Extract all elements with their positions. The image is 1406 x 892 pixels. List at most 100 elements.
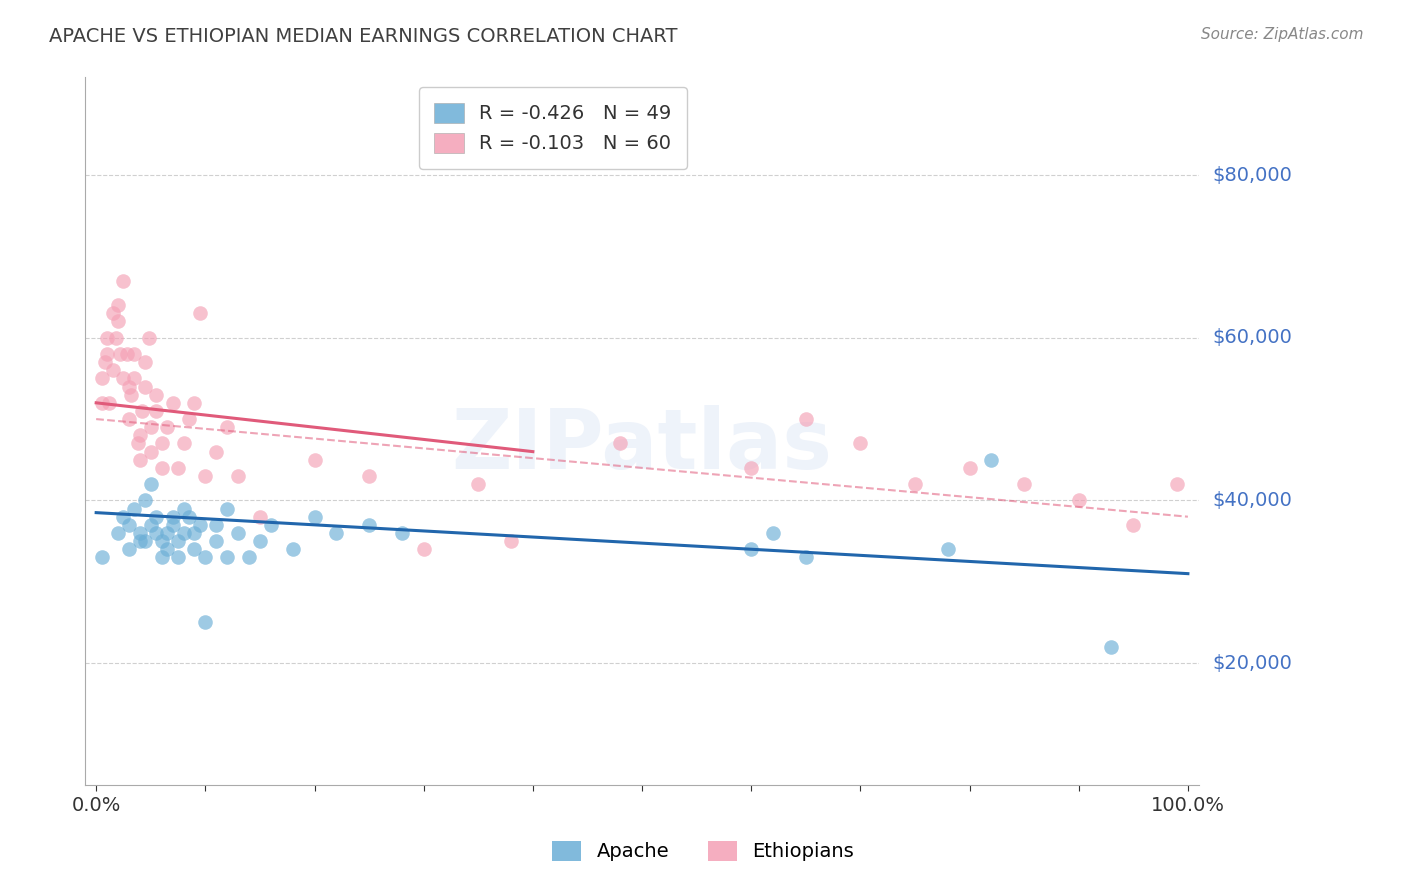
Point <box>1166 477 1188 491</box>
Text: APACHE VS ETHIOPIAN MEDIAN EARNINGS CORRELATION CHART: APACHE VS ETHIOPIAN MEDIAN EARNINGS CORR… <box>49 27 678 45</box>
Point <box>128 534 150 549</box>
Point <box>794 412 817 426</box>
Point <box>90 550 112 565</box>
Point <box>139 517 162 532</box>
Point <box>134 534 156 549</box>
Point <box>173 526 195 541</box>
Point <box>108 347 131 361</box>
Point <box>167 461 190 475</box>
Point <box>499 534 522 549</box>
Point <box>904 477 927 491</box>
Point <box>128 452 150 467</box>
Point <box>118 542 141 557</box>
Point <box>96 331 118 345</box>
Text: ZIPatlas: ZIPatlas <box>451 405 832 486</box>
Point <box>1122 517 1144 532</box>
Point <box>359 517 381 532</box>
Point <box>205 517 228 532</box>
Point <box>226 526 249 541</box>
Point <box>156 542 179 557</box>
Point <box>217 501 239 516</box>
Point <box>139 420 162 434</box>
Point <box>217 420 239 434</box>
Point <box>107 526 129 541</box>
Legend: Apache, Ethiopians: Apache, Ethiopians <box>544 833 862 869</box>
Point <box>94 355 117 369</box>
Point <box>609 436 631 450</box>
Point <box>226 469 249 483</box>
Point <box>124 347 146 361</box>
Point <box>249 509 271 524</box>
Point <box>118 379 141 393</box>
Point <box>936 542 959 557</box>
Point <box>980 452 1002 467</box>
Point <box>112 274 135 288</box>
Point <box>194 550 217 565</box>
Point <box>762 526 785 541</box>
Point <box>145 404 167 418</box>
Point <box>104 331 127 345</box>
Point <box>183 542 205 557</box>
Point <box>127 436 149 450</box>
Point <box>167 534 190 549</box>
Point <box>467 477 489 491</box>
Point <box>412 542 434 557</box>
Point <box>183 526 205 541</box>
Point <box>304 509 326 524</box>
Point <box>145 387 167 401</box>
Point <box>162 396 184 410</box>
Point <box>101 363 124 377</box>
Point <box>249 534 271 549</box>
Point <box>134 379 156 393</box>
Point <box>183 396 205 410</box>
Point <box>112 371 135 385</box>
Point <box>359 469 381 483</box>
Point <box>162 509 184 524</box>
Point <box>173 436 195 450</box>
Point <box>90 396 112 410</box>
Point <box>304 452 326 467</box>
Point <box>188 517 211 532</box>
Point <box>138 331 160 345</box>
Point <box>1012 477 1035 491</box>
Point <box>134 355 156 369</box>
Point <box>205 444 228 458</box>
Text: $20,000: $20,000 <box>1213 654 1292 673</box>
Text: $40,000: $40,000 <box>1213 491 1292 510</box>
Point <box>156 420 179 434</box>
Point <box>115 347 138 361</box>
Point <box>238 550 260 565</box>
Point <box>145 509 167 524</box>
Point <box>131 404 153 418</box>
Point <box>139 477 162 491</box>
Point <box>1067 493 1090 508</box>
Point <box>849 436 872 450</box>
Point <box>1101 640 1123 654</box>
Point <box>177 509 200 524</box>
Point <box>281 542 304 557</box>
Point <box>959 461 981 475</box>
Point <box>173 501 195 516</box>
Point <box>194 615 217 630</box>
Point <box>118 412 141 426</box>
Point <box>205 534 228 549</box>
Point <box>194 469 217 483</box>
Point <box>139 444 162 458</box>
Point <box>162 517 184 532</box>
Point <box>128 526 150 541</box>
Point <box>145 526 167 541</box>
Point <box>391 526 413 541</box>
Legend: R = -0.426   N = 49, R = -0.103   N = 60: R = -0.426 N = 49, R = -0.103 N = 60 <box>419 87 688 169</box>
Point <box>188 306 211 320</box>
Point <box>124 371 146 385</box>
Point <box>128 428 150 442</box>
Point <box>740 461 762 475</box>
Point <box>794 550 817 565</box>
Point <box>156 526 179 541</box>
Point <box>740 542 762 557</box>
Point <box>120 387 142 401</box>
Point <box>177 412 200 426</box>
Point <box>260 517 283 532</box>
Point <box>217 550 239 565</box>
Text: $60,000: $60,000 <box>1213 328 1292 347</box>
